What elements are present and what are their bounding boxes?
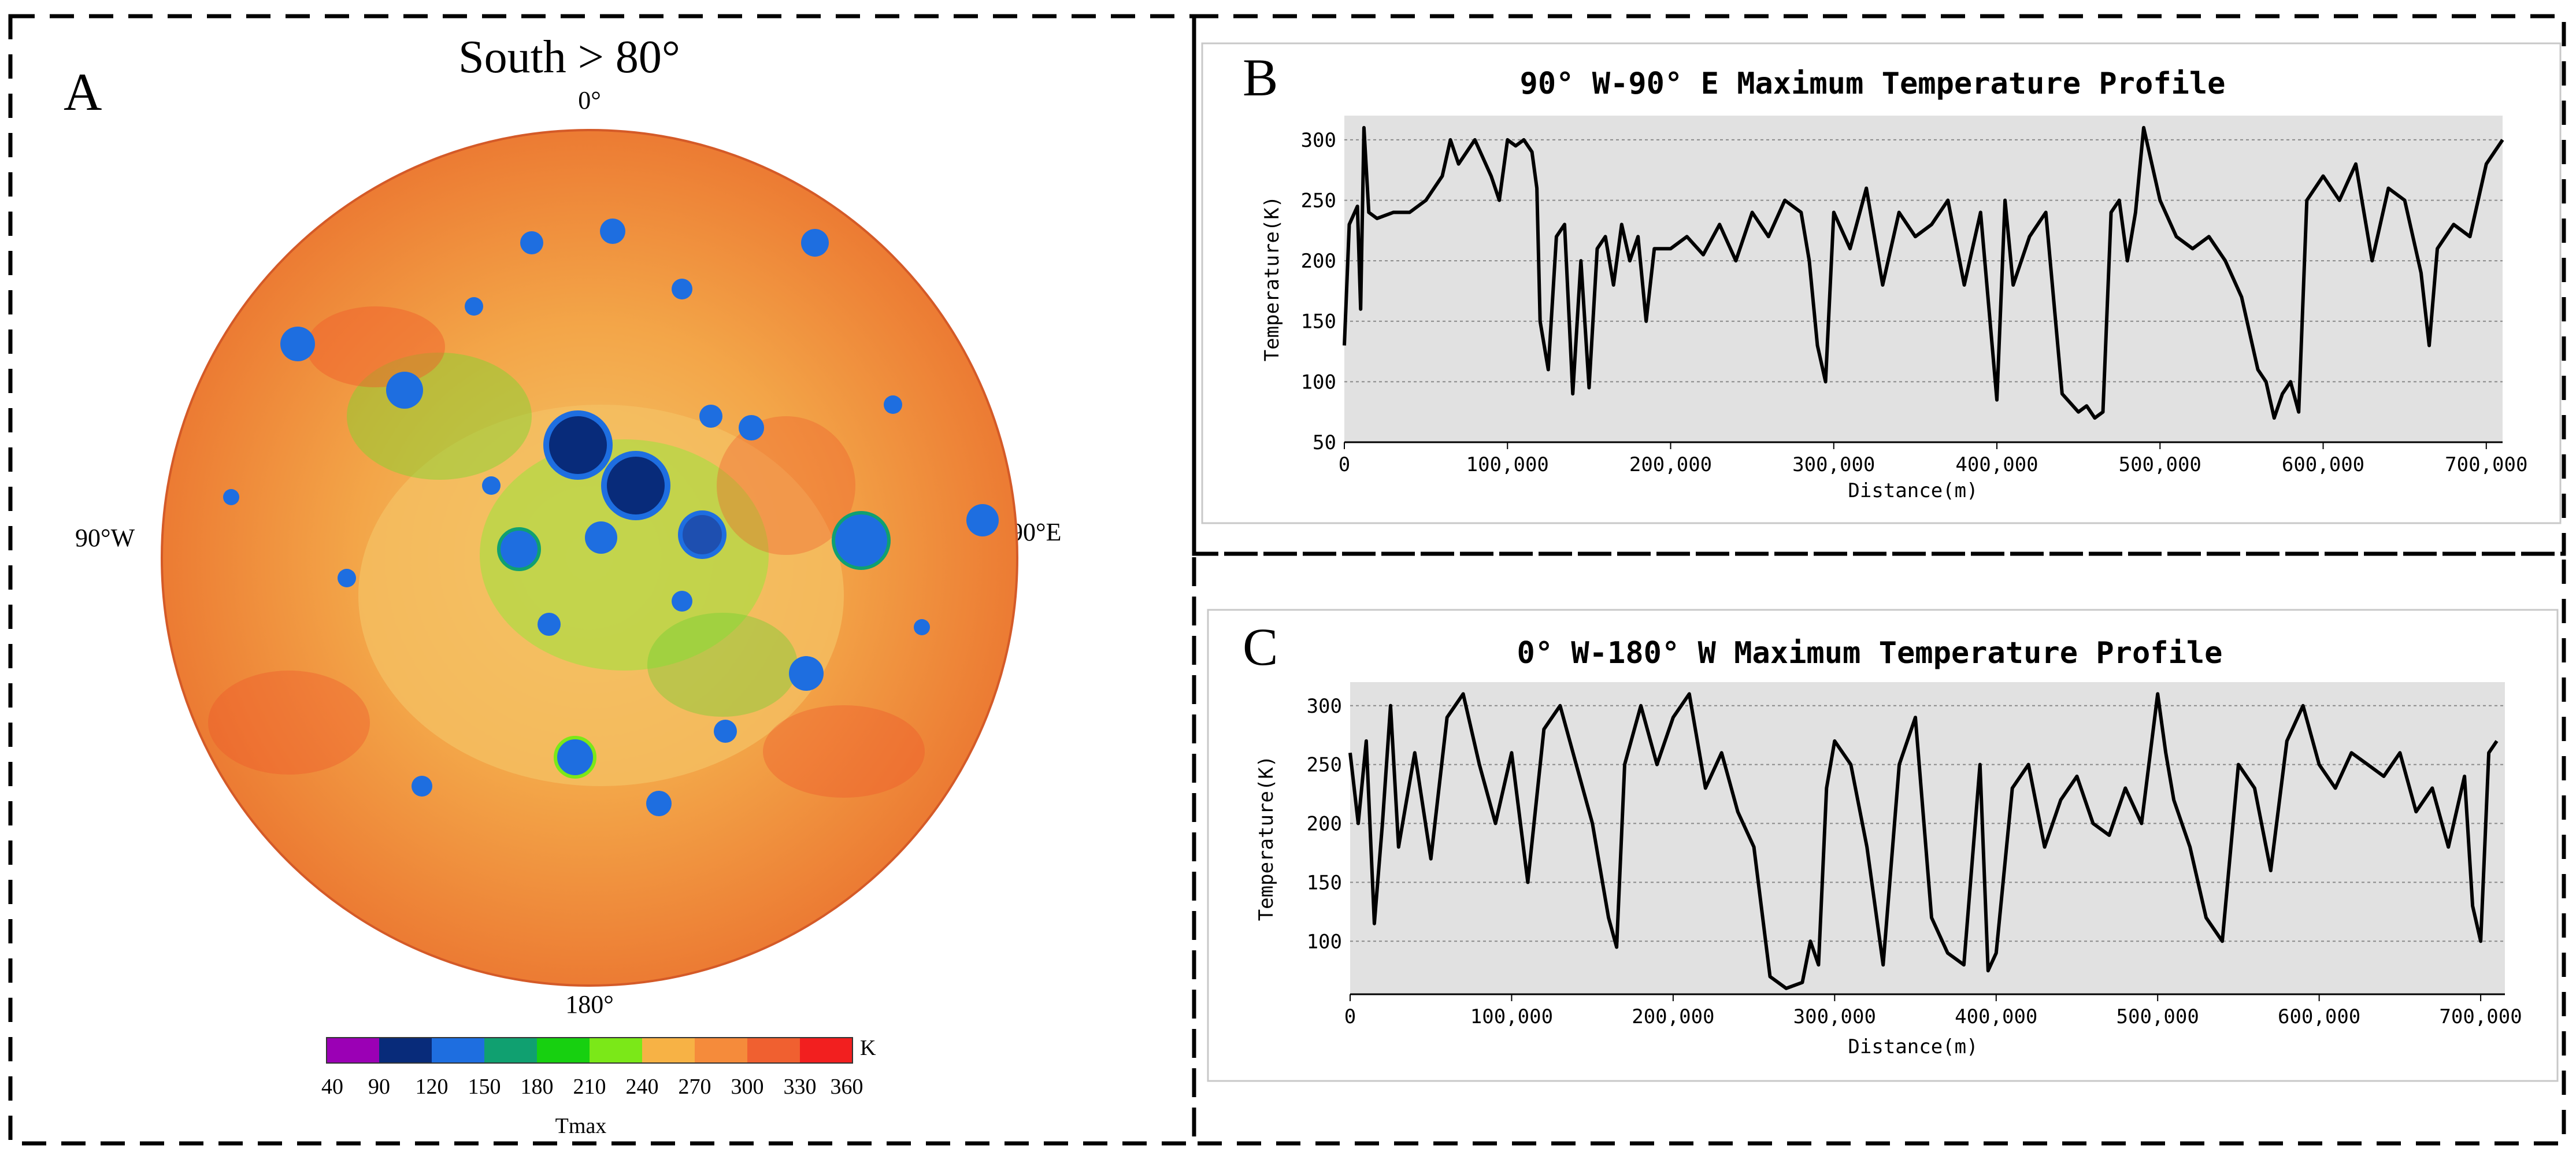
direction-left: 90°W [75, 524, 135, 552]
colorbar-swatch-1 [379, 1038, 432, 1063]
colorbar-swatch-5 [590, 1038, 642, 1063]
chart-b-xtick-label: 500,000 [2119, 453, 2201, 476]
panel-c-frame [1192, 551, 2566, 1146]
panel-a-letter: A [64, 62, 102, 121]
colorbar-swatch-9 [800, 1038, 853, 1063]
colorbar-tick: 120 [416, 1075, 449, 1099]
chart-c-xtick-label: 400,000 [1955, 1005, 2037, 1028]
colorbar-tick: 40 [321, 1075, 343, 1099]
colorbar-label: Tmax [555, 1114, 607, 1138]
chart-c-xtick-label: 200,000 [1632, 1005, 1714, 1028]
chart-c-xlabel: Distance(m) [1848, 1035, 1978, 1058]
chart-b-ytick-label: 200 [1301, 250, 1336, 273]
chart-b-ylabel: Temperature(K) [1261, 196, 1284, 362]
chart-c-ytick-label: 100 [1307, 930, 1342, 953]
colorbar-tick: 150 [468, 1075, 501, 1099]
chart-c-ytick-label: 150 [1307, 871, 1342, 894]
chart-c-xtick-label: 600,000 [2278, 1005, 2360, 1028]
colorbar-unit: K [860, 1036, 876, 1060]
chart-b-ytick-label: 150 [1301, 310, 1336, 334]
panel-b-frame [1192, 14, 2566, 556]
colorbar-swatch-0 [327, 1038, 379, 1063]
chart-b-ytick-label: 50 [1313, 431, 1336, 454]
chart-c-xtick-label: 0 [1344, 1005, 1356, 1028]
colorbar-swatch-7 [695, 1038, 747, 1063]
chart-b-y-axis: 50 100 150 200 250 300 [1301, 129, 1336, 454]
chart-b-series-line [1343, 125, 2504, 420]
chart-c-xtick-label: 700,000 [2439, 1005, 2522, 1028]
colorbar-swatch-4 [537, 1038, 590, 1063]
chart-c-xtick-label: 100,000 [1470, 1005, 1553, 1028]
colorbar-swatch-3 [484, 1038, 537, 1063]
chart-c-ylabel: Temperature(K) [1255, 756, 1278, 921]
chart-c-title: 0° W-180° W Maximum Temperature Profile [1517, 636, 2223, 671]
chart-b-ytick-label: 300 [1301, 129, 1336, 152]
chart-c-xtick-label: 300,000 [1793, 1005, 1876, 1028]
colorbar-tick: 360 [831, 1075, 863, 1099]
colorbar-tick: 270 [679, 1075, 711, 1099]
panel-b-letter: B [1243, 48, 1278, 107]
chart-c-xtick-label: 500,000 [2117, 1005, 2199, 1028]
chart-c-series-line [1348, 692, 2499, 990]
colorbar-swatch-8 [747, 1038, 800, 1063]
panel-c: C 0° W-180° W Maximum Temperature Profil… [1207, 609, 2559, 1082]
colorbar-tick: 90 [368, 1075, 390, 1099]
colorbar: K 40 90 120 150 180 210 240 270 300 330 … [321, 1036, 876, 1138]
colorbar-tick: 330 [784, 1075, 817, 1099]
chart-b-title: 90° W-90° E Maximum Temperature Profile [1520, 66, 2226, 101]
colorbar-swatch-2 [432, 1038, 484, 1063]
chart-b-xtick-label: 300,000 [1792, 453, 1875, 476]
colorbar-swatch-6 [642, 1038, 695, 1063]
panel-b: B 90° W-90° E Maximum Temperature Profil… [1201, 42, 2562, 524]
colorbar-tick: 300 [731, 1075, 764, 1099]
polar-temperature-map [161, 129, 1018, 987]
chart-b-xtick-label: 400,000 [1955, 453, 2038, 476]
chart-c-y-axis: 100 150 200 250 300 [1307, 695, 1342, 954]
chart-b-xtick-label: 100,000 [1466, 453, 1549, 476]
chart-b-ytick-label: 100 [1301, 371, 1336, 394]
colorbar-tick: 240 [626, 1075, 659, 1099]
colorbar-border [326, 1037, 853, 1064]
colorbar-tick: 210 [573, 1075, 606, 1099]
chart-c-x-axis: 0 100,000 200,000 300,000 400,000 500,000 600,… [1344, 994, 2522, 1028]
chart-b-xtick-label: 200,000 [1629, 453, 1712, 476]
chart-c-ytick-label: 300 [1307, 695, 1342, 718]
chart-c-grid [1350, 705, 2505, 942]
chart-b-xlabel: Distance(m) [1848, 479, 1978, 502]
chart-b-xtick-label: 600,000 [2282, 453, 2364, 476]
chart-b-plot-area [1344, 116, 2503, 442]
chart-c-ytick-label: 200 [1307, 813, 1342, 836]
direction-right: 90°E [1010, 518, 1061, 546]
chart-b-xtick-label: 0 [1339, 453, 1350, 476]
chart-b-x-axis: 0 100,000 200,000 300,000 400,000 500,000 600,… [1339, 442, 2527, 476]
chart-b-xtick-label: 700,000 [2445, 453, 2527, 476]
direction-bottom: 180° [565, 990, 614, 1019]
panel-c-letter: C [1243, 617, 1278, 676]
direction-top: 0° [578, 86, 601, 114]
chart-b-ytick-label: 250 [1301, 189, 1336, 212]
map-title: South > 80° [458, 32, 680, 83]
colorbar-tick: 180 [521, 1075, 554, 1099]
panel-a: A South > 80° 0° 180° 90°W 90°E [64, 32, 1061, 1138]
chart-c-ytick-label: 250 [1307, 754, 1342, 777]
